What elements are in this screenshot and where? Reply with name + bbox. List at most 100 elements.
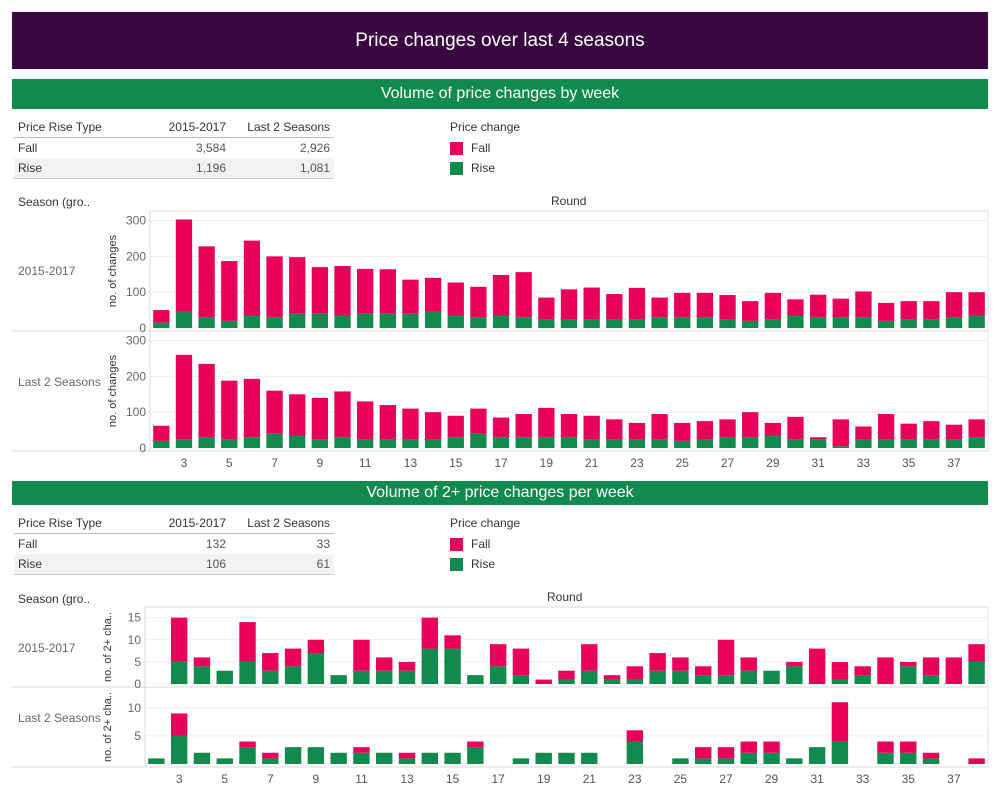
section-heading-2: Volume of 2+ price changes per week (12, 481, 988, 505)
bar-rise (674, 317, 691, 328)
legend-item-rise[interactable]: Rise (450, 158, 520, 178)
bar-fall (696, 292, 714, 318)
bar-rise (421, 648, 438, 684)
row-type: Rise (14, 158, 154, 179)
bar-rise (467, 675, 484, 684)
bar-rise (424, 311, 442, 328)
bar-rise (558, 679, 575, 684)
bar-rise (968, 661, 985, 684)
bar-fall (855, 291, 872, 318)
row-value-a: 1,196 (154, 158, 230, 179)
panel-label: Last 2 Seasons (18, 375, 101, 389)
bar-rise (628, 319, 646, 328)
y-axis-title: no. of changes (107, 354, 119, 427)
bar-rise (877, 439, 895, 448)
bar-fall (421, 617, 438, 649)
table-row[interactable]: Rise 1,196 1,081 (14, 158, 334, 179)
bar-fall (968, 292, 985, 316)
bar-rise (307, 747, 325, 764)
bar-rise (764, 435, 781, 448)
bar-fall (854, 666, 871, 676)
bar-rise (515, 437, 532, 448)
summary-table-1: Price Rise Type 2015-2017 Last 2 Seasons… (14, 117, 334, 179)
bar-fall (489, 644, 507, 667)
bar-fall (193, 657, 211, 667)
bar-fall (515, 272, 532, 318)
bar-rise (560, 437, 578, 448)
table-row[interactable]: Fall 3,584 2,926 (14, 138, 334, 159)
y-tick-label: 5 (134, 655, 141, 669)
x-tick-label: 15 (446, 772, 460, 786)
legend-label-fall: Fall (471, 537, 491, 551)
x-tick-label: 27 (721, 456, 735, 470)
bar-fall (877, 302, 895, 321)
bar-fall (764, 422, 781, 436)
bar-rise (538, 319, 555, 328)
bar-rise (470, 317, 487, 328)
y-tick-label: 10 (128, 633, 142, 647)
bar-fall (334, 266, 351, 316)
x-tick-label: 15 (449, 456, 463, 470)
legend-item-fall[interactable]: Fall (450, 138, 520, 158)
x-tick-label: 23 (628, 772, 642, 786)
bar-rise (763, 670, 780, 684)
bar-rise (786, 758, 803, 764)
bar-rise (470, 433, 487, 448)
legend-item-fall[interactable]: Fall (450, 534, 520, 554)
bar-rise (421, 752, 438, 764)
bar-fall (674, 422, 691, 441)
col-header-last-2: Last 2 Seasons (230, 513, 334, 534)
bar-fall (538, 297, 555, 320)
legend-label-rise: Rise (471, 557, 496, 571)
bar-fall (535, 679, 552, 684)
bar-fall (786, 661, 803, 667)
bar-rise (284, 666, 302, 684)
bar-rise (808, 747, 826, 764)
bar-rise (330, 675, 347, 684)
x-tick-label: 25 (676, 456, 690, 470)
x-tick-label: 17 (491, 772, 505, 786)
x-tick-label: 5 (221, 772, 228, 786)
bar-fall (470, 408, 487, 434)
bar-fall (740, 657, 757, 671)
y-tick-label: 100 (126, 285, 146, 299)
bar-rise (492, 437, 510, 448)
bar-fall (674, 292, 691, 318)
bar-fall (444, 635, 461, 649)
bar-rise (170, 661, 188, 684)
row-value-a: 132 (205, 537, 226, 551)
row-value-a: 106 (154, 554, 230, 575)
x-tick-label: 31 (811, 456, 825, 470)
bar-fall (740, 741, 757, 753)
bar-fall (696, 421, 714, 440)
bar-fall (831, 661, 849, 680)
legend-item-rise[interactable]: Rise (450, 554, 520, 574)
x-tick-label: 29 (766, 456, 780, 470)
bar-rise (379, 439, 396, 448)
bar-rise (672, 670, 689, 684)
bar-fall (831, 702, 849, 742)
bar-fall (900, 661, 917, 667)
bar-fall (470, 286, 487, 318)
bar-rise (266, 317, 283, 328)
bar-fall (968, 419, 985, 438)
chart-2plus-changes-per-week: 0 5 10 15 no. of 2+ cha.. 5 10 no. of 2+ cha.. 3… (12, 606, 989, 786)
bar-fall (583, 415, 600, 440)
x-tick-label: 37 (947, 772, 961, 786)
y-tick-label: 200 (126, 249, 146, 263)
bar-fall (357, 401, 374, 440)
bar-rise (651, 317, 668, 328)
bar-rise (243, 437, 261, 448)
bar-fall (153, 310, 170, 323)
table-row[interactable]: Fall 132 33 (14, 534, 334, 555)
bar-fall (198, 363, 215, 438)
bar-fall (764, 292, 781, 320)
bar-fall (221, 261, 238, 321)
rise-swatch (450, 161, 463, 175)
bar-rise (311, 313, 329, 328)
y-axis-title: no. of changes (107, 234, 119, 307)
table-row[interactable]: Rise 106 61 (14, 554, 334, 575)
bar-rise (900, 666, 917, 684)
col-header-2015-2017: 2015-2017 (154, 117, 230, 138)
bar-fall (402, 279, 419, 314)
